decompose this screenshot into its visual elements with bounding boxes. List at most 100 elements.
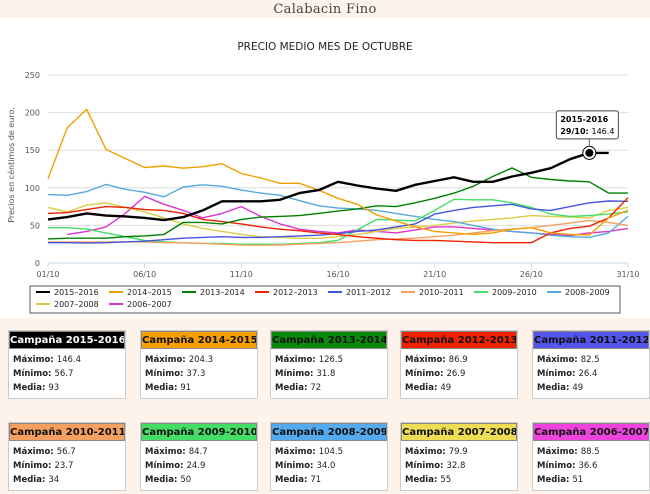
card-stat-label: Mínimo: [13, 461, 52, 471]
legend-item[interactable]: 2007–2008 [36, 300, 99, 309]
card-stat-value: 26.9 [446, 369, 466, 379]
card-stat-value: 56.7 [54, 369, 74, 379]
legend-item[interactable]: 2011–2012 [328, 288, 391, 297]
card-stat-label: Media: [13, 475, 46, 485]
legend-label: 2006–2007 [127, 300, 172, 309]
campaign-card-title: Campaña 2006-2007 [533, 423, 649, 441]
card-stat-label: Máximo: [13, 355, 54, 365]
legend-label: 2009–2010 [492, 288, 537, 297]
campaign-card: Campaña 2015-2016 Máximo: 146.4 Mínimo: 56.7… [8, 330, 126, 399]
card-min: Mínimo: 37.3 [141, 367, 257, 381]
campaign-card: Campaña 2010-2011 Máximo: 56.7 Mínimo: 23.7 M… [8, 422, 126, 491]
legend-item[interactable]: 2010–2011 [401, 288, 464, 297]
legend-label: 2008–2009 [565, 288, 610, 297]
card-max: Máximo: 88.5 [533, 445, 649, 459]
campaign-card: Campaña 2006-2007 Máximo: 88.5 Mínimo: 36.6 M… [532, 422, 650, 491]
legend-item[interactable]: 2015–2016 [36, 288, 99, 297]
legend-item[interactable]: 2014–2015 [109, 288, 172, 297]
legend-item[interactable]: 2009–2010 [474, 288, 537, 297]
y-tick-label: 0 [35, 259, 40, 268]
legend-label: 2011–2012 [346, 288, 391, 297]
campaign-card-title: Campaña 2015-2016 [9, 331, 125, 349]
campaign-card: Campaña 2008-2009 Máximo: 104.5 Mínimo: 34.0… [270, 422, 388, 491]
campaign-card-title: Campaña 2009-2010 [141, 423, 257, 441]
y-tick-label: 100 [25, 184, 40, 193]
card-stat-label: Media: [537, 475, 570, 485]
campaign-card-title: Campaña 2008-2009 [271, 423, 387, 441]
legend-item[interactable]: 2013–2014 [182, 288, 245, 297]
card-max: Máximo: 84.7 [141, 445, 257, 459]
card-stat-value: 32.8 [446, 461, 466, 471]
legend-item[interactable]: 2012–2013 [255, 288, 318, 297]
card-stat-label: Máximo: [145, 355, 186, 365]
price-line-chart: PRECIO MEDIO MES DE OCTUBRE 0 50 100 150 200 2… [6, 41, 640, 314]
legend-item[interactable]: 2008–2009 [547, 288, 610, 297]
campaign-card-title: Campaña 2010-2011 [9, 423, 125, 441]
campaign-card: Campaña 2013-2014 Máximo: 126.5 Mínimo: 31.8… [270, 330, 388, 399]
card-stat-label: Media: [145, 383, 178, 393]
card-stat-value: 93 [48, 383, 60, 393]
card-stat-label: Máximo: [145, 447, 186, 457]
y-tick-label: 250 [25, 71, 40, 80]
card-max: Máximo: 82.5 [533, 353, 649, 367]
card-max: Máximo: 56.7 [9, 445, 125, 459]
card-mean: Media: 93 [9, 381, 125, 395]
card-stat-value: 24.9 [186, 461, 206, 471]
legend-label: 2010–2011 [419, 288, 464, 297]
y-axis-label: Precios en céntimos de euro. [6, 107, 16, 223]
card-stat-value: 31.8 [316, 369, 336, 379]
card-stat-label: Media: [145, 475, 178, 485]
campaign-card: Campaña 2011-2012 Máximo: 82.5 Mínimo: 26.4 M… [532, 330, 650, 399]
x-tick-label: 21/10 [423, 270, 446, 279]
card-stat-label: Mínimo: [13, 369, 52, 379]
card-stat-value: 204.3 [188, 355, 214, 365]
card-min: Mínimo: 31.8 [271, 367, 387, 381]
campaign-card-title: Campaña 2013-2014 [271, 331, 387, 349]
card-max: Máximo: 204.3 [141, 353, 257, 367]
card-stat-label: Media: [405, 475, 438, 485]
x-tick-label: 06/10 [133, 270, 156, 279]
card-min: Mínimo: 34.0 [271, 459, 387, 473]
series-line [47, 167, 628, 240]
card-stat-value: 86.9 [448, 355, 468, 365]
stats-cards: Campaña 2015-2016 Máximo: 146.4 Mínimo: 56.7… [0, 322, 650, 494]
series-line [47, 197, 629, 244]
x-tick-label: 31/10 [616, 270, 639, 279]
tooltip-box [555, 110, 619, 140]
card-stat-value: 23.7 [54, 461, 74, 471]
card-stat-label: Media: [405, 383, 438, 393]
legend-label: 2013–2014 [200, 288, 245, 297]
x-tick-label: 01/10 [36, 270, 59, 279]
campaign-card: Campaña 2007-2008 Máximo: 79.9 Mínimo: 32.8 M… [400, 422, 518, 491]
card-mean: Media: 72 [271, 381, 387, 395]
card-stat-label: Máximo: [275, 447, 316, 457]
page-title: Calabacin Fino [273, 2, 377, 17]
legend-label: 2007–2008 [54, 300, 99, 309]
x-tick-label: 16/10 [326, 270, 349, 279]
card-stat-value: 51 [572, 475, 584, 485]
card-stat-label: Mínimo: [145, 461, 184, 471]
card-max: Máximo: 146.4 [9, 353, 125, 367]
card-stat-label: Media: [13, 383, 46, 393]
card-min: Mínimo: 26.4 [533, 367, 649, 381]
series-line [47, 108, 629, 236]
legend-item[interactable]: 2006–2007 [109, 300, 172, 309]
card-stat-value: 49 [572, 383, 584, 393]
card-stat-label: Media: [537, 383, 570, 393]
campaign-card-title: Campaña 2012-2013 [401, 331, 517, 349]
card-stat-label: Media: [275, 475, 308, 485]
x-tick-label: 11/10 [230, 270, 253, 279]
card-stat-value: 72 [310, 383, 322, 393]
y-tick-label: 150 [25, 146, 40, 155]
card-stat-label: Mínimo: [275, 369, 314, 379]
card-stat-label: Mínimo: [537, 369, 576, 379]
y-tick-label: 50 [30, 221, 40, 230]
card-stat-value: 36.6 [578, 461, 598, 471]
card-stat-label: Media: [275, 383, 308, 393]
y-tick-label: 200 [25, 109, 40, 118]
card-stat-value: 55 [440, 475, 452, 485]
card-mean: Media: 34 [9, 473, 125, 487]
card-stat-value: 37.3 [186, 369, 206, 379]
card-stat-label: Mínimo: [145, 369, 184, 379]
card-min: Mínimo: 26.9 [401, 367, 517, 381]
